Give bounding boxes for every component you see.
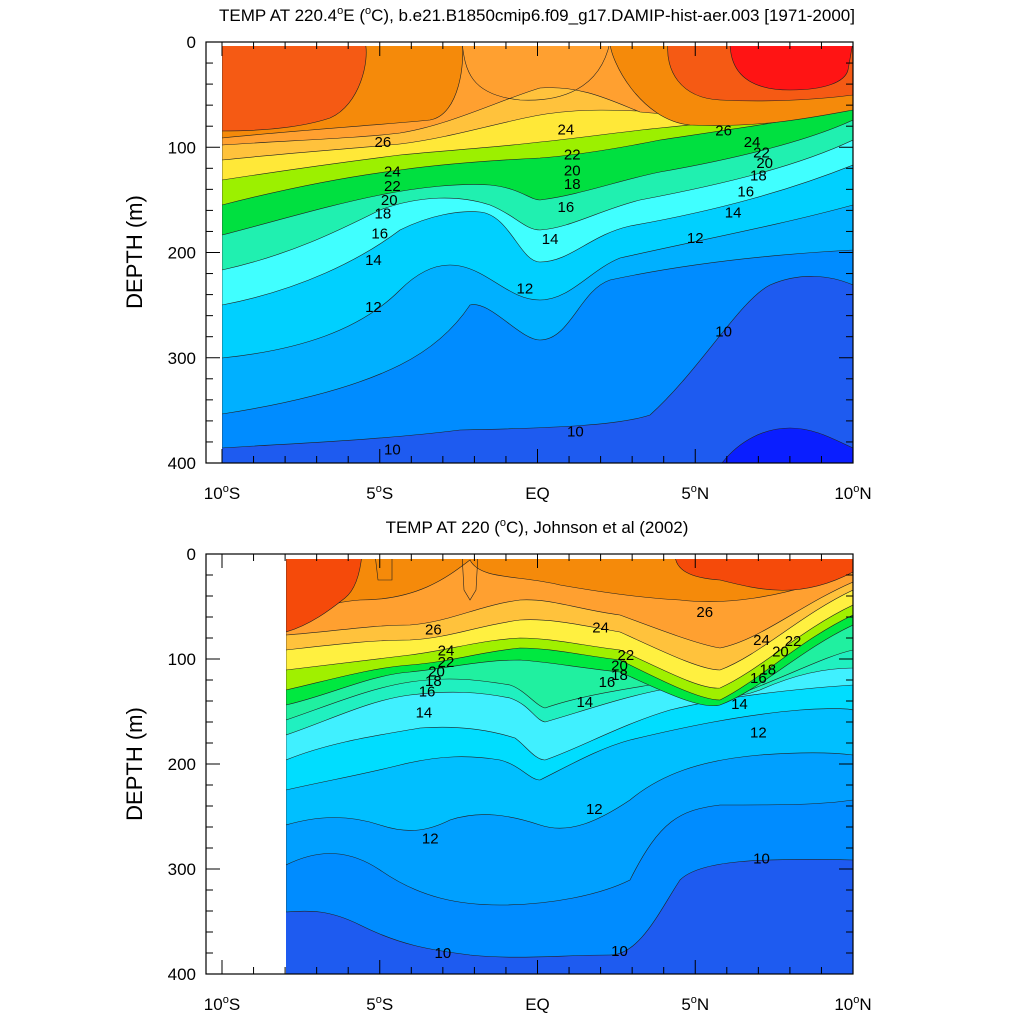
contour-label: 22: [617, 647, 634, 664]
contour-label: 18: [759, 662, 776, 679]
contour-label: 22: [785, 633, 802, 650]
contour-label: 14: [731, 696, 748, 713]
y-tick-label: 100: [168, 650, 196, 669]
contour-label: 20: [564, 162, 581, 179]
contour-label: 12: [422, 831, 439, 848]
contour-label: 20: [756, 155, 773, 172]
contour-label: 20: [428, 664, 445, 681]
chart-bottom-axis-ticks: [206, 553, 854, 975]
contour-label: 18: [611, 667, 628, 684]
chart-bottom-x-tick-labels: 10oS 5oS EQ 5oN 10oN: [204, 994, 872, 1014]
contour-label: 26: [425, 622, 442, 639]
chart-top-x-tick-labels: 10oS 5oS EQ 5oN 10oN: [204, 483, 872, 503]
contour-label: 24: [384, 163, 401, 180]
contour-label: 14: [365, 252, 382, 269]
chart-top-ylabel: DEPTH (m): [122, 195, 147, 309]
contour-label: 18: [375, 206, 392, 223]
contour-label: 16: [419, 684, 436, 701]
y-tick-label: 0: [187, 545, 196, 564]
y-tick-label: 300: [168, 860, 196, 879]
contour-label: 12: [365, 299, 382, 316]
chart-bottom-field: [286, 554, 853, 974]
chart-top-y-tick-labels: 0 100 200 300 400: [168, 33, 196, 473]
contour-label: 16: [599, 674, 616, 691]
band-warm-east: [674, 554, 853, 591]
x-tick-label: 5oN: [681, 994, 709, 1014]
y-tick-label: 400: [168, 965, 196, 984]
contour-label: 10: [567, 423, 584, 440]
contour-label: 18: [564, 176, 581, 193]
contour-label: 20: [381, 192, 398, 209]
x-tick-label: 10oN: [834, 994, 871, 1014]
band-warm-west: [286, 554, 363, 633]
contour-label: 10: [753, 851, 770, 868]
x-tick-label: 10oS: [204, 994, 240, 1014]
x-tick-label: 5oS: [366, 483, 393, 503]
contour-label: 22: [384, 178, 401, 195]
contour-label: 18: [750, 168, 767, 185]
contour-label: 26: [696, 604, 713, 621]
y-tick-label: 300: [168, 349, 196, 368]
contour-label: 14: [416, 705, 433, 722]
y-tick-label: 200: [168, 755, 196, 774]
band-hot-east: [729, 42, 853, 91]
contour-label: 22: [438, 654, 455, 671]
contour-label: 22: [753, 145, 770, 162]
contour-label: 26: [375, 134, 392, 151]
contour-label: 12: [687, 230, 704, 247]
contour-label: 16: [558, 199, 575, 216]
contour-label: 14: [576, 694, 593, 711]
y-tick-label: 200: [168, 244, 196, 263]
contour-label: 24: [753, 632, 770, 649]
contour-label: 16: [371, 226, 388, 243]
contour-label: 10: [384, 441, 401, 458]
chart-bottom-y-tick-labels: 0 100 200 300 400: [168, 545, 196, 984]
contour-label: 12: [517, 280, 534, 297]
contour-label: 24: [592, 620, 609, 637]
chart-bottom-ylabel: DEPTH (m): [122, 707, 147, 821]
y-tick-label: 100: [168, 138, 196, 157]
contour-label: 24: [744, 134, 761, 151]
band-warm-west: [222, 42, 367, 132]
chart-top-axis-ticks: [206, 41, 854, 464]
chart-bottom: TEMP AT 220 (oC), Johnson et al (2002) 0…: [122, 517, 872, 1014]
chart-top: TEMP AT 220.4oE (oC), b.e21.B1850cmip6.f…: [122, 5, 872, 503]
contour-label: 20: [611, 657, 628, 674]
contour-label: 20: [772, 644, 789, 661]
y-tick-label: 0: [187, 33, 196, 52]
x-tick-label: 10oS: [204, 483, 240, 503]
contour-label: 12: [750, 725, 767, 742]
band-32-34: [461, 42, 611, 101]
x-tick-label: 10oN: [834, 483, 871, 503]
contour-label: 12: [586, 801, 603, 818]
contour-label: 18: [425, 673, 442, 690]
x-tick-label: 5oS: [366, 994, 393, 1014]
contour-label: 10: [611, 943, 628, 960]
contour-label: 24: [558, 121, 575, 138]
chart-top-title: TEMP AT 220.4oE (oC), b.e21.B1850cmip6.f…: [219, 5, 855, 25]
y-tick-label: 400: [168, 454, 196, 473]
contour-label: 10: [435, 945, 452, 962]
contour-label: 16: [750, 670, 767, 687]
contour-label: 16: [737, 183, 754, 200]
x-tick-label: 5oN: [681, 483, 709, 503]
contour-label: 24: [438, 643, 455, 660]
chart-top-field: [222, 42, 853, 463]
x-tick-label: EQ: [525, 484, 550, 503]
x-tick-label: EQ: [525, 995, 550, 1014]
contour-label: 22: [564, 147, 581, 164]
contour-label: 14: [725, 205, 742, 222]
chart-bottom-title: TEMP AT 220 (oC), Johnson et al (2002): [386, 517, 689, 537]
thermocline-spikes: [374, 554, 479, 601]
contour-label: 26: [715, 122, 732, 139]
contour-label: 10: [715, 323, 732, 340]
contour-label: 14: [542, 231, 559, 248]
band-deep-core: [721, 427, 853, 463]
